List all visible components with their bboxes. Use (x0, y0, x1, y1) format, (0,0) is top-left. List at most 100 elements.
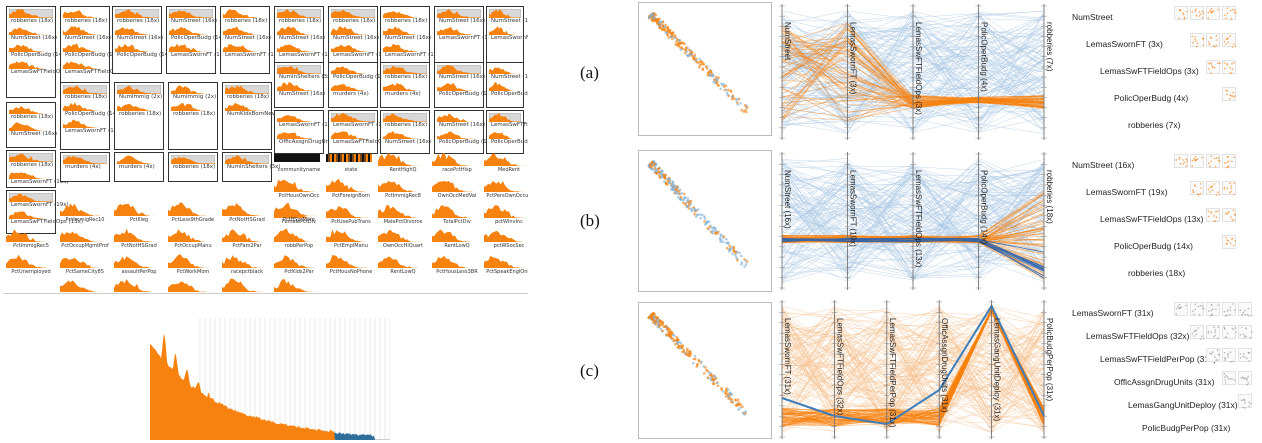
attribute-row[interactable]: PolicOperBudg (14x) (437, 82, 496, 98)
attribute-row[interactable]: PolicOperBudg (14x) (63, 102, 122, 118)
attribute-row[interactable]: LemasSwFTFieldOps (13x) (489, 113, 528, 129)
single-attribute-histogram[interactable]: assaultPerPop (114, 254, 160, 280)
scatter-plot-b[interactable] (638, 150, 772, 292)
attribute-group-card[interactable]: robberies (18x) NumStreet (16x) PolicOperB… (112, 6, 174, 74)
single-attribute-histogram[interactable]: MedNumBR (222, 278, 268, 293)
single-attribute-histogram[interactable]: PctNotHSGrad (114, 228, 160, 254)
single-attribute-histogram[interactable]: PctSpeakEnglOnly (484, 254, 528, 280)
attribute-row[interactable]: NumStreet (16x) (489, 65, 528, 81)
attribute-row[interactable]: NumInShelters (3x) (277, 65, 332, 81)
attribute-row[interactable]: robberies (18x) (9, 153, 53, 169)
scatterplot-matrix-b[interactable]: NumStreet (16x) LemasSwornFT (19x) LemasSw… (1064, 152, 1260, 292)
single-attribute-histogram[interactable]: PctForeignBorn (326, 178, 372, 204)
matrix-cell[interactable] (1238, 348, 1252, 362)
attribute-row[interactable]: LemasSwornFT (19x) (9, 170, 69, 186)
attribute-row[interactable]: NumStreet (16x) (331, 26, 379, 42)
attribute-row[interactable]: LemasSwornFT (19x) (383, 43, 443, 59)
attribute-row[interactable]: LemasSwornFT (19x) (437, 26, 497, 42)
attribute-group-card[interactable]: NumInShelters (3x) NumStreet (16x) (274, 62, 332, 108)
attribute-row[interactable]: robberies (18x) (223, 9, 267, 25)
attribute-row[interactable]: LemasSwFTFieldOps (13x) (63, 60, 137, 76)
attribute-row[interactable]: LemasSwornFT (19x) (277, 43, 337, 59)
matrix-cell[interactable] (1222, 325, 1237, 339)
attribute-row[interactable]: NumStreet (16x) (437, 9, 485, 25)
matrix-cell[interactable] (1174, 154, 1189, 168)
attribute-group-card[interactable]: robberies (18x) NumKidsBornNeverMr (222, 82, 288, 150)
attribute-row[interactable]: PolicOperBudg (14x) (489, 82, 528, 98)
matrix-cell[interactable] (1174, 6, 1188, 20)
single-attribute-histogram[interactable]: OwnOccMedVal (432, 178, 478, 204)
attribute-row[interactable]: LemasSwFTFieldOps (13x) (9, 60, 83, 76)
single-attribute-histogram[interactable]: PctImmigRec8 (378, 178, 424, 204)
single-attribute-histogram[interactable]: racePctHisp (432, 152, 478, 178)
attribute-row[interactable]: PolicOperBudg (14x) (9, 43, 68, 59)
single-attribute-histogram[interactable]: communityname (274, 152, 320, 178)
parallel-coordinates-c[interactable]: LemasSwornFT (31x) LemasSwFTFieldOps (32x… (778, 298, 1060, 441)
attribute-row[interactable]: robberies (18x) (383, 113, 427, 129)
single-attribute-histogram[interactable]: robbPerPop (274, 228, 320, 254)
matrix-cell[interactable] (1222, 348, 1236, 363)
attribute-row[interactable]: robberies (18x) (63, 9, 107, 25)
attribute-row[interactable]: NumStreet (16x) (489, 9, 528, 25)
attribute-row[interactable]: LemasSwornFT (19x) (63, 119, 123, 135)
attribute-row[interactable]: robberies (18x) (115, 9, 159, 25)
single-attribute-histogram[interactable]: PctBSorMore (274, 202, 320, 228)
single-attribute-histogram[interactable]: PctUsePubTrans (326, 204, 372, 230)
attribute-row[interactable]: robberies (18x) (383, 9, 427, 25)
attribute-group-card[interactable]: NumImmig (2x) robberies (18x) (114, 82, 164, 150)
attribute-row[interactable]: PolicOperBudg (14x) (331, 65, 390, 81)
single-attribute-histogram[interactable]: PctHousOwnOcc (274, 178, 320, 204)
parallel-coordinates-a[interactable]: NumStreet LemasSwornFT (3x) LemasSwFTField… (778, 2, 1060, 142)
attribute-row[interactable]: robberies (18x) (277, 9, 321, 25)
attribute-row[interactable]: PolicOperBudg (14x) (63, 43, 122, 59)
attribute-group-card[interactable]: LemasSwornFT (19x) LemasSwFTFieldOps (13x… (6, 190, 83, 234)
attribute-row[interactable]: murders (4x) (63, 155, 107, 171)
attribute-group-card[interactable]: NumInShelters (3x) (222, 152, 280, 182)
single-attribute-histogram[interactable]: RentLowQ (432, 228, 478, 254)
parallel-coordinates-b[interactable]: NumStreet (16x) LemasSwornFT (19x) LemasSw… (778, 150, 1060, 292)
attribute-group-card[interactable]: LemasSwFTFieldOps (13x) PolicOperBudg (14… (486, 110, 528, 154)
matrix-cell[interactable] (1206, 181, 1221, 196)
attribute-row[interactable]: robberies (18x) (171, 102, 215, 118)
attribute-group-card[interactable]: murders (4x) (114, 152, 164, 182)
single-attribute-histogram[interactable]: PctPopUnderPov (274, 278, 320, 293)
single-attribute-histogram[interactable]: racepctblack (222, 254, 268, 280)
single-attribute-histogram[interactable]: PctPersOwnOccup (484, 178, 528, 204)
matrix-cell[interactable] (1222, 33, 1237, 48)
attribute-row[interactable]: robberies (18x) (9, 105, 53, 121)
attribute-row[interactable]: NumStreet (16x) (277, 82, 325, 98)
single-attribute-histogram[interactable]: PctIlleg (114, 202, 160, 228)
attribute-row[interactable]: murders (4x) (331, 82, 375, 98)
single-attribute-histogram[interactable]: MedRent (484, 152, 528, 178)
single-attribute-histogram[interactable]: PctLess9thGrade (168, 202, 214, 228)
attribute-row[interactable]: NumStreet (16x) (383, 26, 431, 42)
scatter-plot-c[interactable] (638, 302, 772, 439)
single-attribute-histogram[interactable]: PctImmigRec10 (60, 202, 106, 228)
single-attribute-histogram[interactable]: pctWInvInc (484, 204, 528, 230)
matrix-cell[interactable] (1190, 33, 1205, 48)
attribute-group-card[interactable]: robberies (18x) NumStreet (16x) PolicOperB… (6, 6, 83, 98)
attribute-row[interactable]: PolicOperBudg (14x) (437, 130, 496, 146)
single-attribute-histogram[interactable]: OwnOccHiQuart (378, 228, 424, 254)
single-attribute-histogram[interactable]: MalePctDivorce (378, 204, 424, 230)
attribute-row[interactable]: murders (4x) (117, 155, 161, 171)
attribute-row[interactable]: OfficAssgnDrugUnits (277, 130, 336, 146)
attribute-row[interactable]: NumImmig (2x) (171, 85, 216, 101)
matrix-cell[interactable] (1206, 325, 1220, 340)
single-attribute-histogram[interactable]: PctOccupManu (168, 228, 214, 254)
attribute-row[interactable]: NumImmig (2x) (117, 85, 162, 101)
single-attribute-histogram[interactable]: PctOccupMgmtProf (60, 228, 109, 254)
single-attribute-histogram[interactable]: PctImmigRec5 (6, 228, 52, 254)
scatterplot-matrix-a[interactable]: NumStreet LemasSwornFT (3x) LemasSwFTField… (1064, 4, 1260, 144)
matrix-cell[interactable] (1222, 154, 1236, 169)
single-attribute-histogram[interactable]: PctRecImmig10 (60, 278, 106, 293)
matrix-cell[interactable] (1190, 154, 1204, 168)
matrix-cell[interactable] (1206, 60, 1221, 74)
attribute-group-card[interactable]: NumStreet (16x) PolicOperBudg (14x) (486, 62, 528, 108)
attribute-row[interactable]: robberies (18x) (331, 9, 375, 25)
attribute-row[interactable]: LemasSwFTFieldOps (13x) (9, 210, 83, 226)
single-attribute-histogram[interactable]: TotalPctDiv (432, 204, 478, 230)
matrix-cell[interactable] (1222, 302, 1236, 317)
attribute-row[interactable]: robberies (18x) (171, 155, 215, 171)
attribute-row[interactable]: NumStreet (16x) (277, 26, 325, 42)
